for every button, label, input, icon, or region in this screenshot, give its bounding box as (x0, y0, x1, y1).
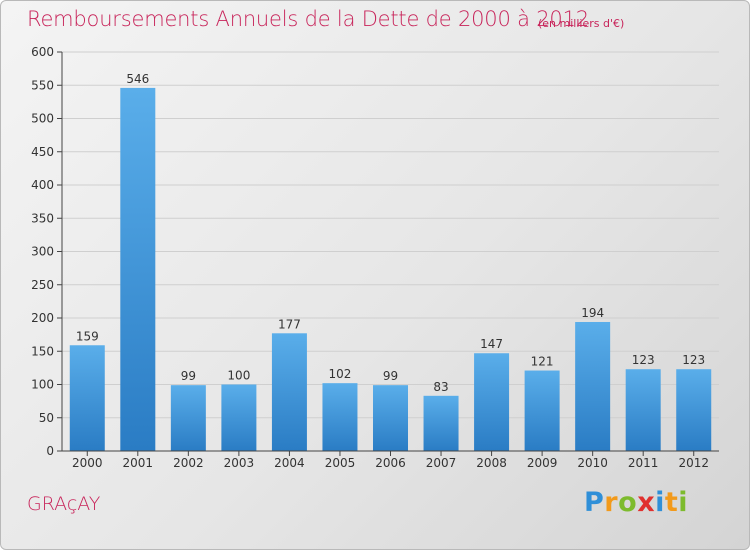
data-label: 546 (126, 72, 149, 86)
axes (57, 51, 719, 456)
data-label: 102 (329, 367, 352, 381)
bar (271, 333, 307, 451)
chart-subtitle: (en milliers d'€) (538, 17, 625, 30)
y-tick-label: 600 (31, 45, 54, 59)
bar (423, 395, 459, 451)
x-tick-label: 2011 (628, 456, 659, 470)
x-tick-label: 2006 (375, 456, 406, 470)
x-tick-label: 2008 (476, 456, 507, 470)
logo-letter: r (604, 487, 619, 518)
x-tick-label: 2001 (123, 456, 154, 470)
y-tick-label: 50 (39, 411, 54, 425)
y-tick-label: 0 (46, 444, 54, 458)
y-tick-label: 400 (31, 178, 54, 192)
proxiti-logo: Proxiti (584, 487, 688, 518)
logo-letter: P (584, 487, 605, 518)
labels: 0 50 100 150 200 250 300 350 400 450 500 550 600 159 2… (31, 45, 709, 470)
bar (524, 370, 560, 451)
data-label: 123 (682, 353, 705, 367)
y-tick-label: 200 (31, 311, 54, 325)
y-tick-label: 250 (31, 278, 54, 292)
logo-letter: o (618, 487, 638, 518)
bars (69, 87, 712, 451)
data-label: 99 (383, 369, 398, 383)
logo-letter: x (637, 487, 656, 518)
x-tick-label: 2003 (224, 456, 255, 470)
x-tick-label: 2005 (325, 456, 356, 470)
logo-letter: i (655, 487, 665, 518)
y-tick-label: 450 (31, 145, 54, 159)
grid-lines (62, 51, 719, 419)
bar (69, 345, 105, 451)
data-label: 194 (581, 306, 604, 320)
bar (221, 384, 257, 451)
bar (676, 369, 712, 451)
data-label: 100 (227, 369, 250, 383)
x-tick-label: 2009 (527, 456, 558, 470)
bar (170, 385, 206, 451)
bar (575, 321, 611, 451)
bar (120, 87, 156, 451)
bar (625, 369, 661, 451)
y-tick-label: 100 (31, 378, 54, 392)
y-tick-label: 550 (31, 78, 54, 92)
chart-title: Remboursements Annuels de la Dette de 20… (27, 7, 589, 31)
y-tick-label: 300 (31, 245, 54, 259)
bar (373, 385, 408, 451)
x-tick-label: 2000 (72, 456, 103, 470)
bar (322, 383, 358, 451)
y-tick-label: 150 (31, 344, 54, 358)
x-tick-label: 2002 (173, 456, 204, 470)
x-tick-label: 2010 (577, 456, 608, 470)
logo-letter: t (664, 487, 679, 518)
data-label: 121 (531, 355, 554, 369)
data-label: 159 (76, 329, 99, 343)
data-label: 147 (480, 337, 503, 351)
data-label: 99 (181, 369, 196, 383)
x-tick-label: 2004 (274, 456, 305, 470)
town-name: GRAçAY (27, 493, 101, 515)
data-label: 123 (632, 353, 655, 367)
logo-letter: i (678, 487, 689, 518)
x-tick-label: 2012 (678, 456, 709, 470)
data-label: 83 (433, 380, 448, 394)
y-tick-label: 500 (31, 112, 54, 126)
y-tick-label: 350 (31, 211, 54, 225)
x-tick-label: 2007 (426, 456, 457, 470)
data-label: 177 (278, 317, 301, 331)
bar (474, 353, 510, 451)
